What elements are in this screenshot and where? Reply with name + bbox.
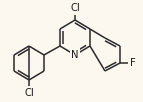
Text: Cl: Cl bbox=[24, 88, 34, 98]
Text: N: N bbox=[71, 50, 79, 60]
Text: Cl: Cl bbox=[70, 3, 80, 13]
Text: F: F bbox=[130, 58, 136, 68]
